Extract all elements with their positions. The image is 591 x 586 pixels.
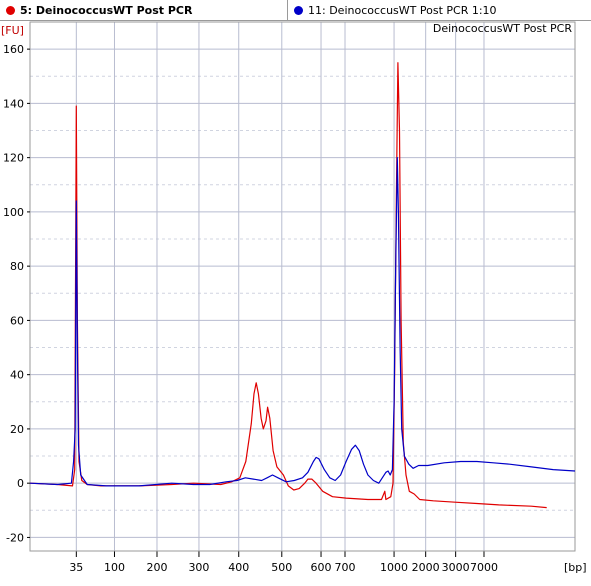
- y-tick-label: 100: [3, 206, 24, 219]
- y-tick-label: 80: [10, 260, 24, 273]
- sample-tab-bar: 5: DeinococcusWT Post PCR 11: Deinococcu…: [0, 0, 591, 21]
- y-tick-label: 20: [10, 423, 24, 436]
- x-tick-label: 400: [228, 561, 249, 574]
- x-tick-label: 300: [188, 561, 209, 574]
- tab-sample-11[interactable]: 11: DeinococcusWT Post PCR 1:10: [288, 0, 591, 20]
- x-tick-labels: 35 100 200 300 400 500 600 700 1000 2000 3000 7000: [69, 561, 498, 574]
- y-tick-label: 40: [10, 369, 24, 382]
- x-tick-label: 700: [335, 561, 356, 574]
- red-dot-icon: [6, 5, 15, 15]
- y-axis-label: [FU]: [1, 24, 24, 37]
- x-tick-label: 35: [69, 561, 83, 574]
- series-line-sample-5: [29, 62, 547, 509]
- y-tick-label: 0: [17, 477, 24, 490]
- x-tick-label: 600: [311, 561, 332, 574]
- x-axis-label: [bp]: [564, 561, 587, 574]
- y-tick-label: 160: [3, 43, 24, 56]
- x-tick-label: 1000: [380, 561, 408, 574]
- y-tick-label: 60: [10, 314, 24, 327]
- y-tick-labels: -20 0 20 40 60 80 100 120 140 160: [3, 43, 30, 544]
- y-tick-label: -20: [6, 531, 24, 544]
- tab-sample-5[interactable]: 5: DeinococcusWT Post PCR: [0, 0, 288, 20]
- y-tick-label: 140: [3, 97, 24, 110]
- plot-frame: [29, 21, 576, 552]
- grid-lines: [30, 22, 575, 557]
- x-tick-label: 3000: [442, 561, 470, 574]
- x-tick-label: 100: [104, 561, 125, 574]
- y-tick-label: 120: [3, 152, 24, 165]
- x-tick-label: 200: [146, 561, 167, 574]
- blue-dot-icon: [294, 5, 303, 15]
- x-tick-label: 500: [271, 561, 292, 574]
- tab-label: 5: DeinococcusWT Post PCR: [20, 3, 193, 17]
- x-tick-label: 7000: [470, 561, 498, 574]
- series-line-sample-11: [29, 157, 576, 487]
- chart-title: DeinococcusWT Post PCR: [433, 22, 572, 35]
- tab-label: 11: DeinococcusWT Post PCR 1:10: [308, 3, 497, 17]
- x-tick-label: 2000: [412, 561, 440, 574]
- series-lines: [29, 62, 576, 509]
